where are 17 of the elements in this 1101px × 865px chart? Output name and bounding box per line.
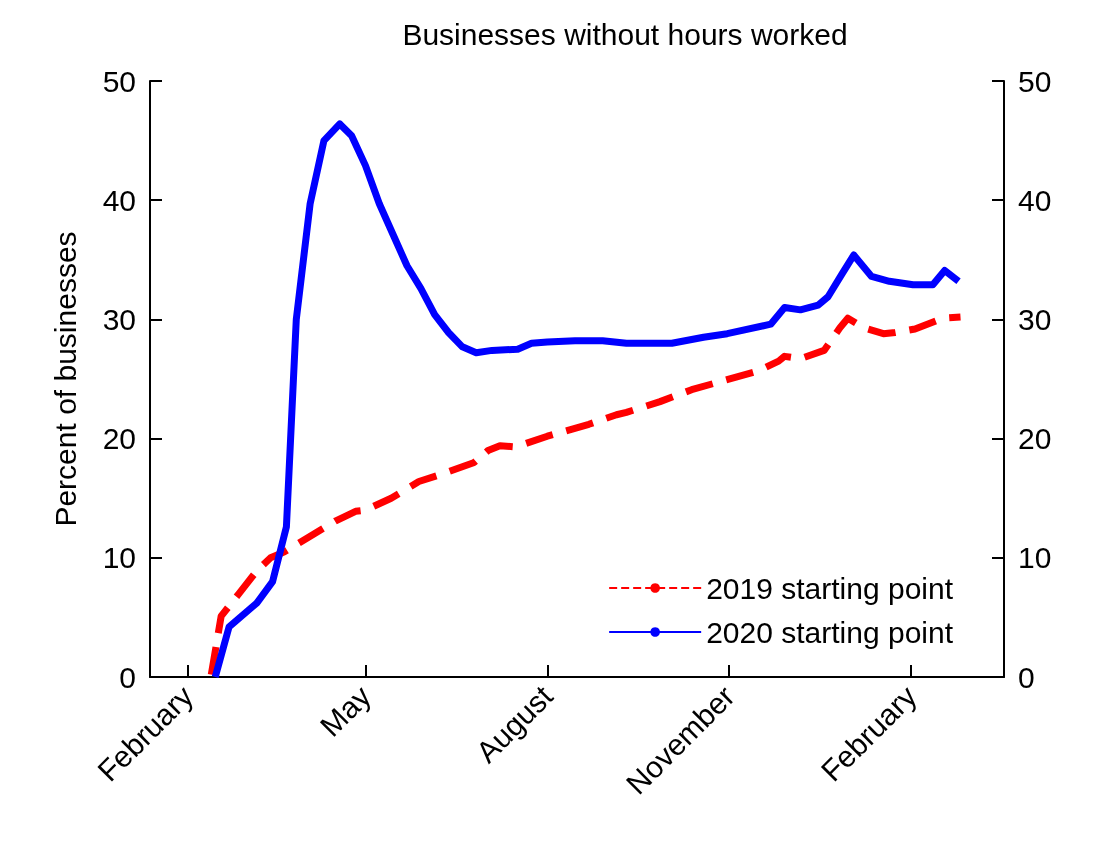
y2-tick-label: 40: [1018, 183, 1052, 217]
y-tick-label: 10: [102, 541, 136, 575]
y2-tick-label: 10: [1018, 541, 1052, 575]
y-tick-label: 30: [102, 302, 136, 336]
y2-tick-label: 50: [1018, 64, 1052, 98]
x-tick-label: May: [313, 679, 378, 743]
y-tick-label: 40: [102, 183, 136, 217]
chart-title: Businesses without hours worked: [402, 17, 848, 51]
y-tick-label: 20: [102, 422, 136, 456]
legend-label: 2020 starting point: [706, 615, 954, 649]
y-tick-label: 0: [119, 660, 136, 694]
y2-tick-label: 30: [1018, 302, 1052, 336]
y2-tick-label: 20: [1018, 422, 1052, 456]
y-axis-title: Percent of businesses: [48, 231, 82, 527]
y2-tick-label: 0: [1018, 660, 1035, 694]
y-tick-label: 50: [102, 64, 136, 98]
legend-label: 2019 starting point: [706, 571, 954, 605]
